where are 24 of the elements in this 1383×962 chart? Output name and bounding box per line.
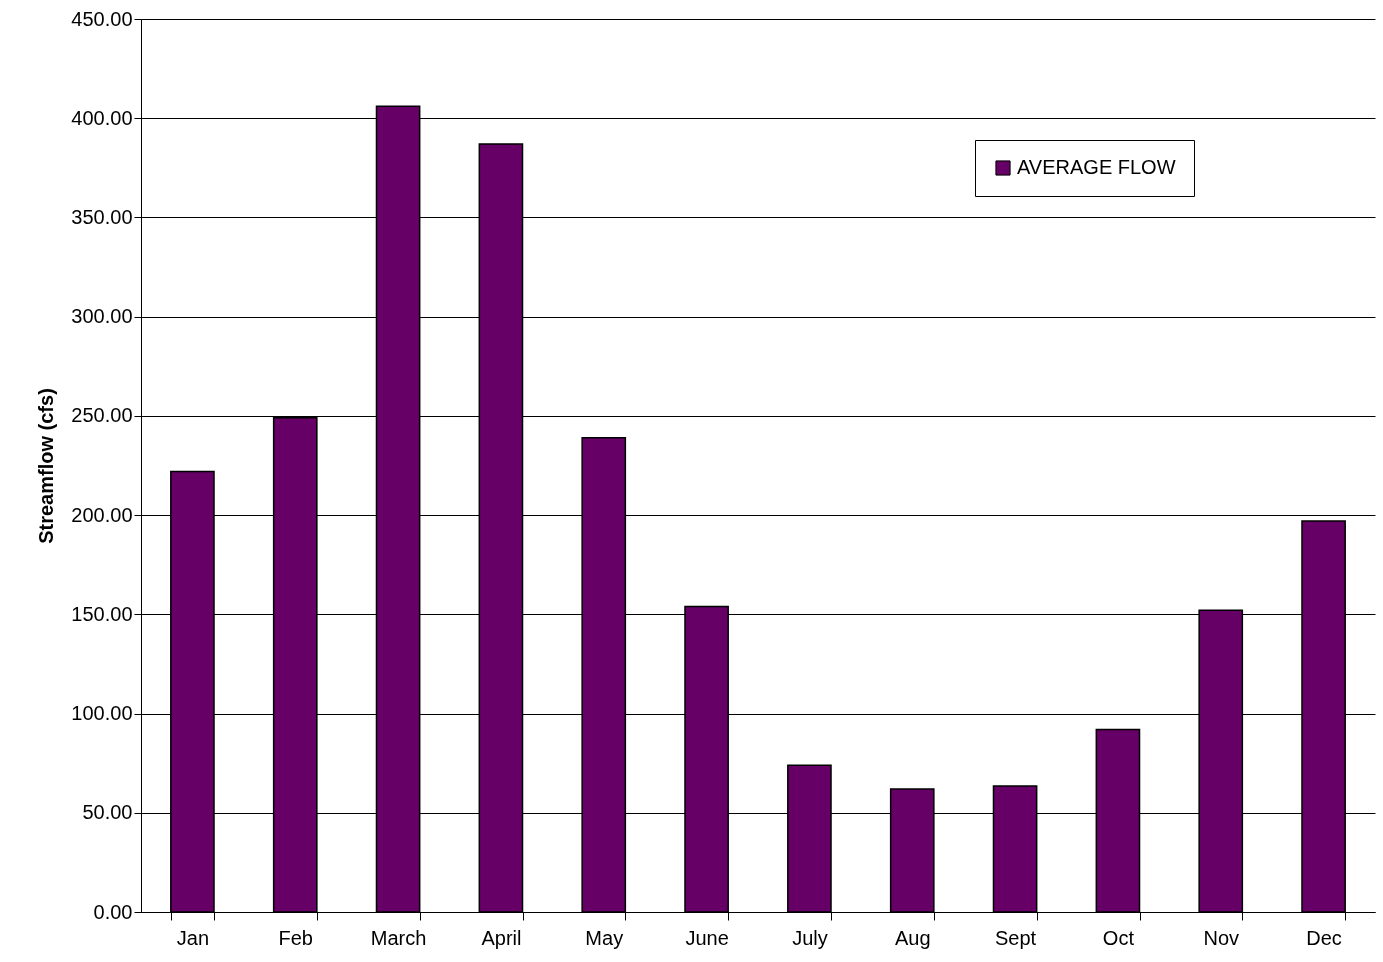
x-tick-label: Sept: [995, 926, 1037, 949]
x-tick-label: Oct: [1102, 926, 1135, 949]
x-tick-label: June: [685, 926, 729, 949]
x-tick-label: Feb: [278, 926, 313, 949]
y-tick-label: 150.00: [71, 602, 133, 625]
x-tick-label: Aug: [894, 926, 931, 949]
x-tick-label: July: [792, 926, 828, 949]
x-tick-label: Dec: [1306, 926, 1342, 949]
y-tick-label: 200.00: [71, 503, 133, 526]
x-tick-label: April: [481, 926, 522, 949]
y-axis-title: Streamflow (cfs): [35, 388, 58, 544]
x-tick-label: May: [585, 926, 624, 949]
y-tick-label: 250.00: [71, 404, 133, 427]
y-tick-label: 450.00: [71, 7, 133, 30]
y-tick-label: 0.00: [93, 900, 133, 923]
x-tick-label: Jan: [176, 926, 210, 949]
y-tick-label: 400.00: [71, 106, 133, 129]
y-tick-label: 350.00: [71, 205, 133, 228]
x-tick-label: Nov: [1203, 926, 1240, 949]
legend-label: AVERAGE FLOW: [1017, 156, 1176, 178]
y-tick-label: 50.00: [82, 801, 133, 824]
x-tick-label: March: [370, 926, 427, 949]
y-tick-label: 300.00: [71, 305, 133, 328]
y-tick-label: 100.00: [71, 702, 133, 725]
